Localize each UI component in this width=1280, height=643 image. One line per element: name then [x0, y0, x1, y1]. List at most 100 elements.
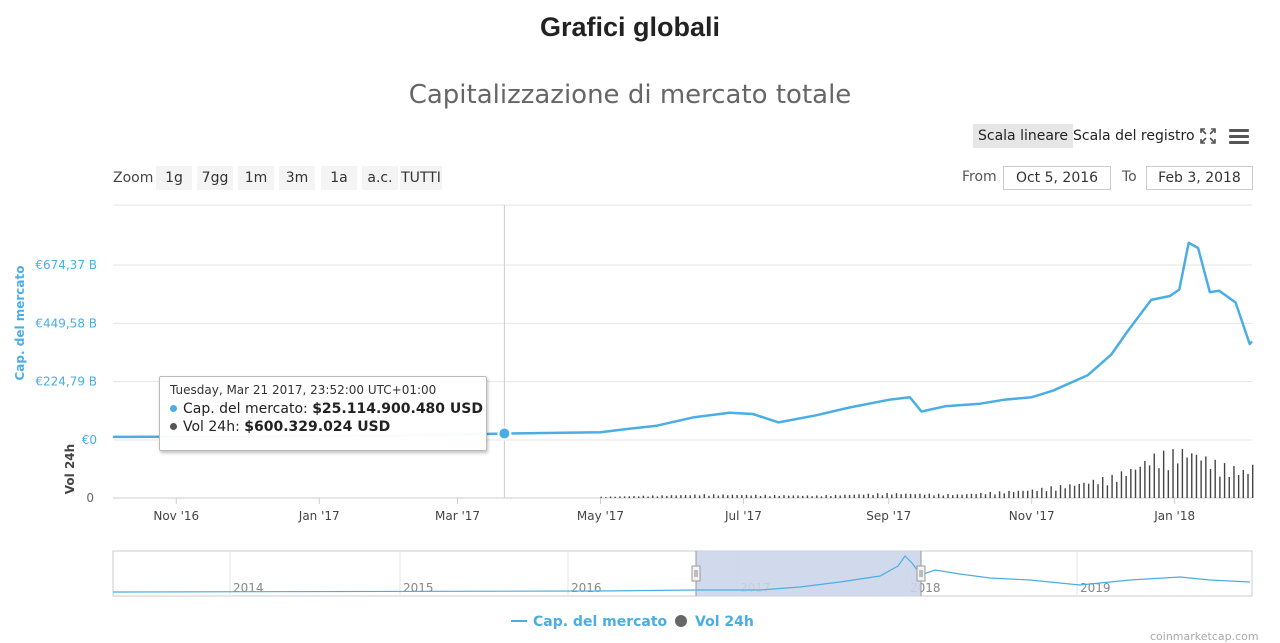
legend-cap-label: Cap. del mercato	[533, 614, 668, 630]
volume-bar	[1125, 475, 1127, 498]
zoom-1d-button[interactable]: 1g	[156, 166, 192, 190]
volume-bar	[806, 495, 809, 498]
tooltip-vol-value: $600.329.024 USD	[244, 419, 391, 435]
legend-vol-label: Vol 24h	[695, 614, 754, 630]
volume-bar	[637, 496, 640, 498]
legend-item-vol[interactable]: Vol 24h	[675, 614, 754, 630]
volume-bar	[909, 493, 912, 498]
volume-bar	[853, 494, 855, 498]
volume-bar	[750, 495, 752, 498]
zoom-1y-button[interactable]: 1a	[321, 166, 357, 190]
volume-bar	[1186, 457, 1188, 498]
volume-bar	[727, 495, 729, 498]
legend-item-cap[interactable]: Cap. del mercato	[511, 614, 667, 630]
volume-bar	[684, 494, 687, 498]
volume-bar	[680, 495, 682, 498]
volume-bar	[1097, 484, 1099, 498]
volume-bar	[881, 495, 884, 498]
volume-bar	[905, 493, 907, 498]
volume-bar	[1162, 450, 1165, 498]
volume-bar	[783, 495, 785, 498]
volume-bar	[694, 494, 696, 498]
volume-bar	[1134, 469, 1137, 498]
volume-bar	[980, 492, 982, 498]
volume-bar	[764, 494, 766, 498]
tooltip-cap-row: Cap. del mercato: $25.114.900.480 USD	[170, 401, 483, 417]
linear-scale-button[interactable]: Scala lineare	[973, 124, 1073, 148]
volume-bar	[1223, 463, 1226, 498]
hamburger-menu-icon[interactable]	[1229, 129, 1249, 145]
zoom-1m-button[interactable]: 1m	[238, 166, 274, 190]
volume-bar	[652, 495, 654, 498]
volume-bar	[811, 496, 813, 498]
volume-bar	[698, 495, 701, 498]
volume-bar	[858, 494, 860, 498]
navigator-left-handle[interactable]	[691, 565, 701, 582]
zoom-ytd-button[interactable]: a.c.	[362, 166, 398, 190]
volume-bar	[970, 493, 973, 498]
volume-bar	[1191, 453, 1193, 498]
volume-bar	[759, 495, 762, 498]
x-tick-label: Sep '17	[866, 509, 911, 523]
volume-bar	[656, 496, 659, 498]
volume-bar	[1247, 473, 1249, 498]
volume-bar	[1209, 468, 1212, 498]
volume-bar	[1139, 466, 1141, 498]
volume-bar	[623, 496, 626, 498]
volume-bar	[839, 495, 841, 498]
volume-bar	[848, 494, 851, 498]
zoom-3m-button[interactable]: 3m	[279, 166, 315, 190]
x-tick-label: Nov '16	[153, 509, 199, 523]
log-scale-button[interactable]: Scala del registro	[1073, 128, 1195, 144]
volume-bar	[956, 494, 959, 498]
volume-bar	[1148, 465, 1151, 498]
volume-bar	[872, 495, 874, 498]
fullscreen-icon[interactable]	[1200, 128, 1216, 144]
volume-bar	[975, 494, 977, 498]
volume-bar	[1036, 490, 1038, 498]
navigator-year-label: 2016	[571, 581, 602, 595]
zoom-7d-button[interactable]: 7gg	[197, 166, 233, 190]
volume-bar	[1177, 463, 1179, 498]
volume-bar	[862, 494, 865, 498]
vol-tick-label: 0	[86, 491, 94, 505]
volume-bar	[792, 495, 795, 498]
vol-dot-icon	[170, 423, 177, 430]
volume-bar	[1252, 464, 1254, 498]
x-tick-label: Jan '17	[298, 509, 340, 523]
x-tick-label: Jan '18	[1153, 509, 1195, 523]
volume-bar	[886, 492, 888, 498]
x-tick-label: Jul '17	[724, 509, 762, 523]
volume-bar	[1055, 490, 1057, 498]
volume-bar	[867, 493, 870, 498]
volume-bar	[1012, 492, 1015, 498]
to-date-input[interactable]	[1146, 166, 1253, 190]
x-tick-label: May '17	[577, 509, 624, 523]
volume-bar	[895, 493, 898, 498]
from-date-input[interactable]	[1003, 166, 1111, 190]
volume-bar	[923, 494, 926, 498]
volume-bar	[1228, 476, 1230, 498]
volume-bar	[778, 495, 780, 498]
volume-bar	[600, 496, 602, 498]
navigator-right-handle[interactable]	[916, 565, 926, 582]
volume-bar	[661, 495, 663, 498]
volume-bar	[769, 496, 771, 498]
zoom-all-button[interactable]: TUTTI	[400, 166, 442, 190]
zoom-label: Zoom	[113, 170, 154, 186]
volume-bar	[1200, 460, 1202, 498]
navigator-year-label: 2015	[403, 581, 434, 595]
volume-bar	[708, 495, 710, 498]
volume-bar	[1031, 489, 1034, 498]
volume-bar	[984, 494, 987, 498]
volume-bar	[647, 496, 649, 498]
dot-legend-icon	[675, 615, 687, 627]
volume-bar	[1027, 490, 1029, 498]
tooltip-cap-value: $25.114.900.480 USD	[312, 401, 483, 417]
volume-bar	[891, 494, 893, 498]
y-tick-label: €0	[82, 433, 97, 447]
volume-bar	[717, 495, 720, 498]
volume-bar	[1205, 456, 1207, 498]
volume-bar	[1003, 493, 1005, 498]
